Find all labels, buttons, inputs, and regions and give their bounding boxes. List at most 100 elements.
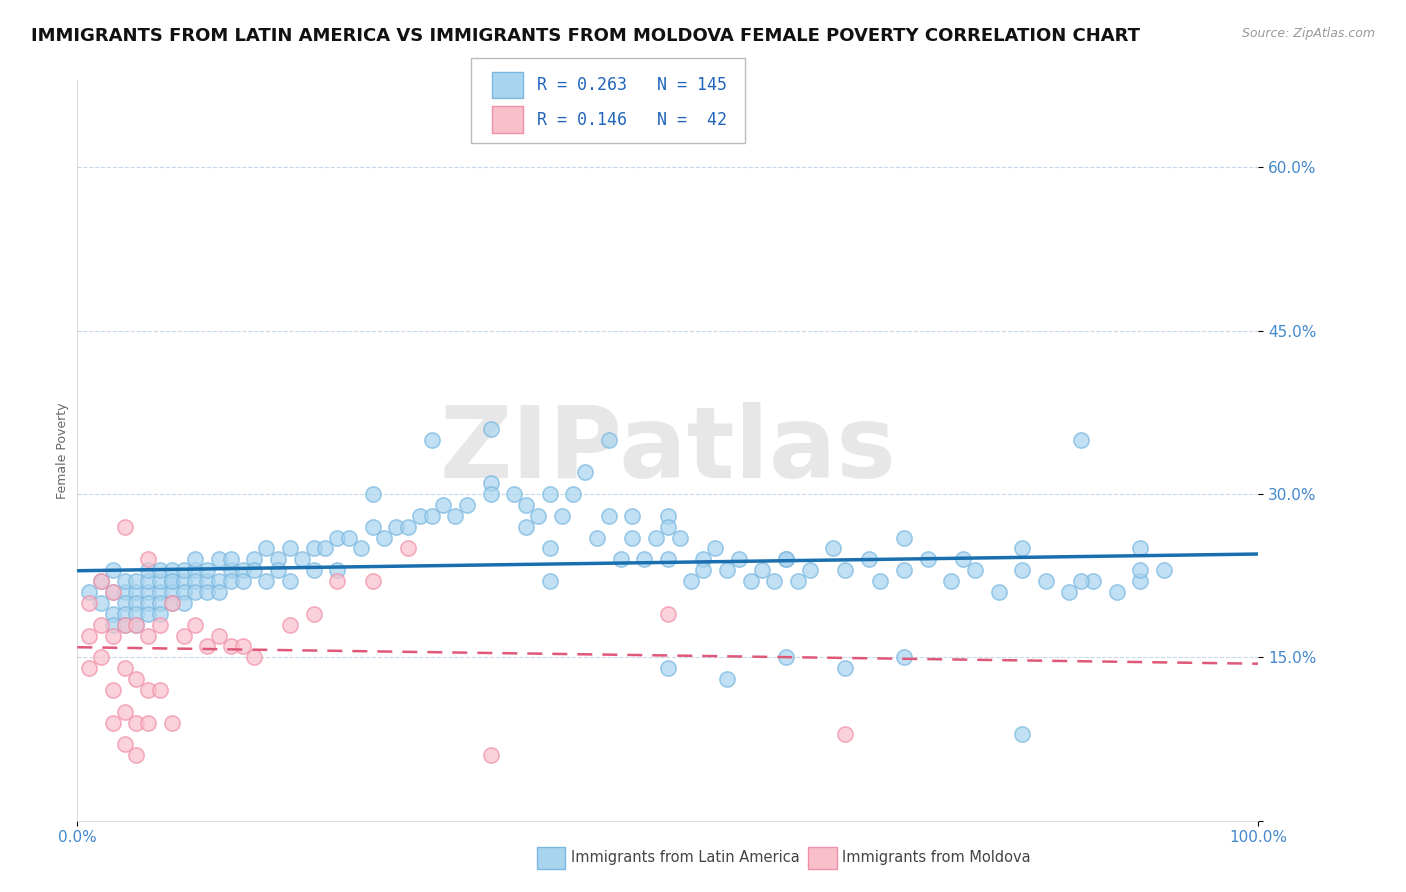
Immigrants from Latin America: [195, 585, 218, 599]
Immigrants from Latin America: [1011, 563, 1033, 577]
Immigrants from Latin America: [1105, 585, 1128, 599]
Immigrants from Moldova: [326, 574, 349, 588]
Immigrants from Moldova: [114, 705, 136, 719]
Immigrants from Moldova: [219, 640, 242, 654]
Immigrants from Latin America: [149, 574, 172, 588]
Immigrants from Latin America: [254, 541, 277, 556]
Immigrants from Latin America: [136, 596, 159, 610]
Immigrants from Latin America: [1035, 574, 1057, 588]
Immigrants from Latin America: [775, 552, 797, 566]
Immigrants from Latin America: [160, 574, 183, 588]
Immigrants from Moldova: [361, 574, 384, 588]
Immigrants from Latin America: [740, 574, 762, 588]
Immigrants from Latin America: [574, 465, 596, 479]
Immigrants from Latin America: [751, 563, 773, 577]
Immigrants from Latin America: [232, 563, 254, 577]
Immigrants from Latin America: [149, 585, 172, 599]
Immigrants from Latin America: [941, 574, 963, 588]
Immigrants from Latin America: [278, 574, 301, 588]
Immigrants from Moldova: [302, 607, 325, 621]
Immigrants from Latin America: [598, 508, 620, 523]
Immigrants from Latin America: [633, 552, 655, 566]
Immigrants from Latin America: [173, 596, 195, 610]
Immigrants from Latin America: [598, 433, 620, 447]
Immigrants from Latin America: [893, 563, 915, 577]
Immigrants from Moldova: [195, 640, 218, 654]
Immigrants from Latin America: [184, 563, 207, 577]
Immigrants from Moldova: [125, 715, 148, 730]
Immigrants from Moldova: [114, 661, 136, 675]
Immigrants from Latin America: [1070, 574, 1092, 588]
Immigrants from Moldova: [101, 585, 124, 599]
Immigrants from Moldova: [136, 628, 159, 642]
Immigrants from Latin America: [1081, 574, 1104, 588]
Text: Immigrants from Moldova: Immigrants from Moldova: [842, 850, 1031, 864]
Immigrants from Latin America: [136, 585, 159, 599]
Immigrants from Latin America: [609, 552, 631, 566]
Immigrants from Latin America: [314, 541, 336, 556]
Immigrants from Latin America: [219, 574, 242, 588]
Immigrants from Latin America: [432, 498, 454, 512]
Immigrants from Latin America: [184, 585, 207, 599]
Immigrants from Latin America: [1129, 574, 1152, 588]
Immigrants from Latin America: [136, 607, 159, 621]
Immigrants from Latin America: [420, 433, 443, 447]
Immigrants from Latin America: [1153, 563, 1175, 577]
Immigrants from Latin America: [952, 552, 974, 566]
Immigrants from Latin America: [173, 585, 195, 599]
Immigrants from Latin America: [125, 596, 148, 610]
Immigrants from Moldova: [160, 715, 183, 730]
Immigrants from Latin America: [621, 508, 644, 523]
Immigrants from Latin America: [621, 531, 644, 545]
Immigrants from Latin America: [173, 563, 195, 577]
Immigrants from Latin America: [681, 574, 703, 588]
Immigrants from Latin America: [987, 585, 1010, 599]
Immigrants from Latin America: [869, 574, 891, 588]
Immigrants from Moldova: [114, 519, 136, 533]
Immigrants from Moldova: [136, 683, 159, 698]
Immigrants from Latin America: [219, 563, 242, 577]
Immigrants from Moldova: [657, 607, 679, 621]
Immigrants from Moldova: [160, 596, 183, 610]
Immigrants from Latin America: [114, 596, 136, 610]
Immigrants from Latin America: [775, 650, 797, 665]
Immigrants from Latin America: [114, 617, 136, 632]
Immigrants from Latin America: [195, 574, 218, 588]
Text: R = 0.146   N =  42: R = 0.146 N = 42: [537, 111, 727, 128]
Immigrants from Latin America: [562, 487, 585, 501]
Immigrants from Moldova: [101, 715, 124, 730]
Immigrants from Latin America: [326, 531, 349, 545]
Immigrants from Latin America: [799, 563, 821, 577]
Immigrants from Moldova: [77, 596, 100, 610]
Immigrants from Latin America: [858, 552, 880, 566]
Text: Immigrants from Latin America: Immigrants from Latin America: [571, 850, 800, 864]
Immigrants from Moldova: [136, 715, 159, 730]
Immigrants from Latin America: [657, 519, 679, 533]
Immigrants from Latin America: [409, 508, 432, 523]
Immigrants from Latin America: [361, 487, 384, 501]
Immigrants from Latin America: [243, 552, 266, 566]
Immigrants from Latin America: [373, 531, 395, 545]
Immigrants from Latin America: [184, 552, 207, 566]
Immigrants from Moldova: [101, 683, 124, 698]
Immigrants from Latin America: [101, 563, 124, 577]
Immigrants from Latin America: [727, 552, 749, 566]
Immigrants from Moldova: [125, 617, 148, 632]
Immigrants from Latin America: [219, 552, 242, 566]
Immigrants from Latin America: [337, 531, 360, 545]
Immigrants from Latin America: [1070, 433, 1092, 447]
Immigrants from Latin America: [515, 498, 537, 512]
Immigrants from Latin America: [527, 508, 550, 523]
Immigrants from Latin America: [385, 519, 408, 533]
Immigrants from Latin America: [125, 574, 148, 588]
Immigrants from Latin America: [834, 563, 856, 577]
Immigrants from Latin America: [1011, 726, 1033, 740]
Immigrants from Latin America: [645, 531, 668, 545]
Immigrants from Latin America: [125, 607, 148, 621]
Immigrants from Latin America: [479, 487, 502, 501]
Text: R = 0.263   N = 145: R = 0.263 N = 145: [537, 76, 727, 94]
Immigrants from Moldova: [77, 628, 100, 642]
Immigrants from Latin America: [267, 563, 290, 577]
Immigrants from Latin America: [775, 552, 797, 566]
Immigrants from Latin America: [114, 585, 136, 599]
